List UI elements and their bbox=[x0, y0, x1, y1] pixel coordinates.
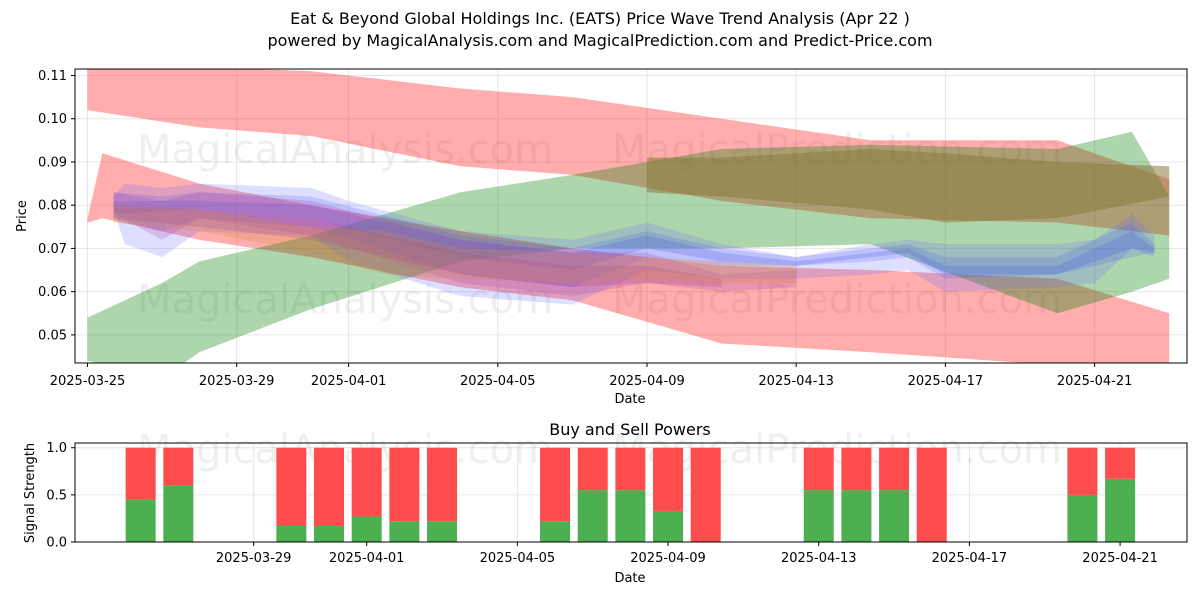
buy-bar bbox=[389, 521, 420, 542]
signal-x-tick-label: 2025-04-13 bbox=[781, 551, 857, 566]
sell-bar bbox=[690, 447, 721, 542]
price-y-tick-label: 0.06 bbox=[38, 285, 67, 300]
price-y-axis: 0.05 0.06 0.07 0.08 0.09 0.10 0.11 bbox=[38, 69, 75, 343]
buy-bar bbox=[427, 521, 458, 542]
sell-bar bbox=[540, 447, 571, 522]
sell-bar bbox=[125, 447, 156, 500]
sell-bar bbox=[276, 447, 307, 526]
price-x-axis-label: Date bbox=[614, 392, 645, 407]
sell-bar bbox=[841, 447, 872, 491]
signal-chart-title: Buy and Sell Powers bbox=[549, 420, 711, 439]
sell-bar bbox=[615, 447, 646, 491]
sell-bar bbox=[351, 447, 382, 517]
price-y-tick-label: 0.10 bbox=[38, 112, 67, 127]
price-y-tick-label: 0.11 bbox=[38, 69, 67, 84]
watermark-analysis-middle: MagicalAnalysis.com bbox=[137, 277, 553, 323]
buy-bar bbox=[1105, 478, 1136, 542]
buy-bar bbox=[653, 510, 684, 542]
price-x-axis: 2025-03-25 2025-03-29 2025-04-01 2025-04-05… bbox=[50, 363, 1133, 389]
price-y-tick-label: 0.09 bbox=[38, 155, 67, 170]
signal-y-tick-label: 0.0 bbox=[46, 536, 67, 551]
wave-blue-3 bbox=[113, 200, 1155, 275]
sell-bar bbox=[916, 447, 947, 542]
price-x-tick-label: 2025-04-05 bbox=[460, 374, 536, 389]
sell-bar bbox=[314, 447, 345, 526]
price-y-tick-label: 0.08 bbox=[38, 199, 67, 214]
wave-orange-1 bbox=[113, 205, 797, 283]
buy-bar bbox=[1067, 494, 1098, 542]
chart-title: Eat & Beyond Global Holdings Inc. (EATS)… bbox=[290, 9, 910, 28]
wave-purple-2 bbox=[113, 205, 722, 288]
sell-bar bbox=[389, 447, 420, 522]
watermark-prediction-middle: MagicalPrediction.com bbox=[612, 277, 1062, 323]
signal-y-axis: 0.0 0.5 1.0 bbox=[46, 441, 75, 551]
signal-x-tick-label: 2025-04-01 bbox=[329, 551, 405, 566]
wave-blue-1 bbox=[113, 183, 1155, 305]
signal-bars bbox=[125, 447, 1136, 542]
sell-bar bbox=[427, 447, 458, 522]
watermark-analysis-top: MagicalAnalysis.com bbox=[137, 127, 553, 173]
price-panel: MagicalAnalysis.com MagicalPrediction.co… bbox=[15, 68, 1188, 407]
price-x-tick-label: 2025-04-17 bbox=[908, 374, 984, 389]
price-y-axis-label: Price bbox=[15, 200, 30, 232]
buy-bar bbox=[314, 525, 345, 542]
price-x-tick-label: 2025-04-21 bbox=[1057, 374, 1133, 389]
signal-y-tick-label: 0.5 bbox=[46, 488, 67, 503]
signal-plot-frame bbox=[74, 442, 1188, 543]
price-x-tick-label: 2025-04-09 bbox=[609, 374, 685, 389]
sell-bar bbox=[653, 447, 684, 511]
buy-bar bbox=[351, 516, 382, 542]
buy-bar bbox=[879, 490, 910, 542]
price-x-tick-label: 2025-04-13 bbox=[758, 374, 834, 389]
red-lower-band bbox=[87, 153, 1170, 363]
buy-bar bbox=[163, 485, 194, 542]
signal-x-tick-label: 2025-04-05 bbox=[480, 551, 556, 566]
price-bands bbox=[87, 69, 1170, 363]
signal-x-tick-label: 2025-03-29 bbox=[216, 551, 292, 566]
signal-x-tick-label: 2025-04-09 bbox=[630, 551, 706, 566]
watermark-prediction-bottom: MagicalPrediction.com bbox=[612, 427, 1062, 473]
price-waves bbox=[113, 183, 1155, 305]
buy-bar bbox=[125, 499, 156, 542]
price-x-tick-label: 2025-03-25 bbox=[50, 374, 126, 389]
price-plot-frame bbox=[74, 68, 1188, 364]
price-x-tick-label: 2025-04-01 bbox=[311, 374, 387, 389]
signal-y-tick-label: 1.0 bbox=[46, 441, 67, 456]
signal-x-axis: 2025-03-29 2025-04-01 2025-04-05 2025-04-09… bbox=[216, 542, 1158, 566]
price-y-tick-label: 0.07 bbox=[38, 242, 67, 257]
sell-bar bbox=[1105, 447, 1136, 479]
sell-bar bbox=[879, 447, 910, 491]
sell-bar bbox=[803, 447, 834, 491]
signal-y-axis-label: Signal Strength bbox=[23, 443, 38, 543]
buy-bar bbox=[841, 490, 872, 542]
signal-x-axis-label: Date bbox=[614, 571, 645, 586]
wave-blue-2 bbox=[113, 192, 1155, 288]
signal-panel: Buy and Sell Powers MagicalAnalysis.com … bbox=[23, 420, 1188, 586]
buy-bar bbox=[577, 490, 608, 542]
buy-bar bbox=[276, 525, 307, 542]
wave-purple-1 bbox=[113, 192, 797, 296]
signal-x-tick-label: 2025-04-21 bbox=[1082, 551, 1158, 566]
sell-bar bbox=[1067, 447, 1098, 495]
signal-x-tick-label: 2025-04-17 bbox=[932, 551, 1008, 566]
buy-bar bbox=[615, 490, 646, 542]
chart-subtitle: powered by MagicalAnalysis.com and Magic… bbox=[267, 31, 933, 50]
olive-overlap-band bbox=[647, 149, 1170, 223]
buy-bar bbox=[540, 521, 571, 542]
price-x-tick-label: 2025-03-29 bbox=[199, 374, 275, 389]
price-y-tick-label: 0.05 bbox=[38, 328, 67, 343]
sell-bar bbox=[577, 447, 608, 491]
sell-bar bbox=[163, 447, 194, 486]
buy-bar bbox=[803, 490, 834, 542]
watermark-analysis-bottom: MagicalAnalysis.com bbox=[137, 427, 553, 473]
